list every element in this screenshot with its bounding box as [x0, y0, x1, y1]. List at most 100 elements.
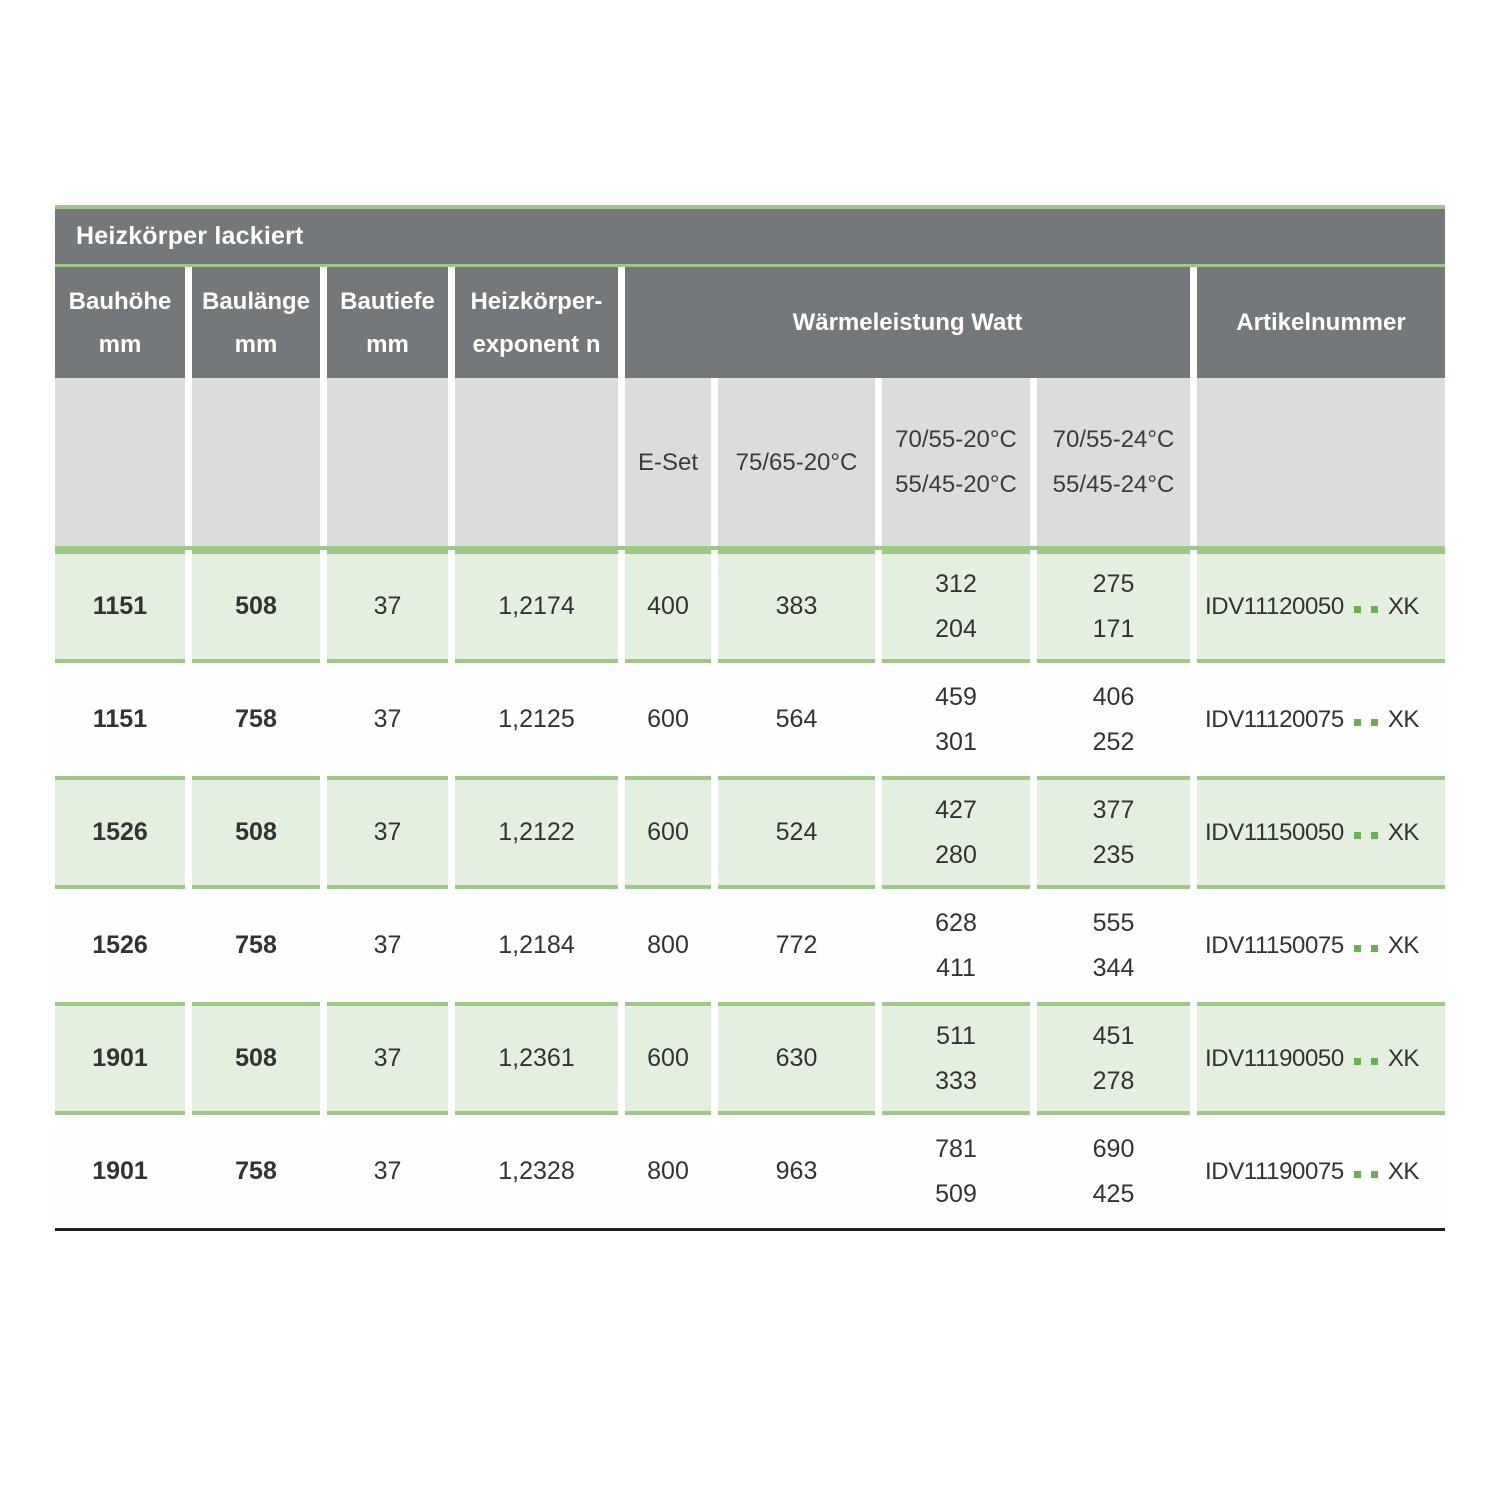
article-prefix: IDV11190075	[1205, 1158, 1344, 1185]
watt-value: 781	[935, 1134, 977, 1163]
cell-bauhoehe: 1526	[55, 889, 185, 1002]
article-digit-dot	[1370, 832, 1378, 839]
cell-75-65: 772	[718, 889, 875, 1002]
cell-70-55-24: 377 235	[1037, 776, 1190, 889]
article-digit-dot	[1370, 1171, 1378, 1178]
cell-e-set: 600	[625, 776, 711, 889]
cell-70-55-24: 690 425	[1037, 1115, 1190, 1228]
table-row: 1526 508 37 1,2122 600 524 427 280 377 2…	[55, 776, 1445, 889]
cell-exponent: 1,2184	[455, 889, 618, 1002]
article-prefix: IDV11120075	[1205, 706, 1344, 733]
col-header-artikelnummer: Artikelnummer	[1197, 267, 1445, 378]
watt-value: 377	[1092, 795, 1135, 824]
watt-value: 235	[1092, 840, 1135, 869]
cell-70-55-20: 312 204	[882, 550, 1030, 663]
watt-value: 171	[1092, 614, 1135, 643]
article-digit-dot	[1370, 719, 1378, 726]
table-title: Heizkörper lackiert	[76, 222, 304, 250]
article-suffix: XK	[1387, 1158, 1420, 1185]
watt-value: 333	[935, 1066, 977, 1095]
cell-artikelnummer: IDV11120050 XK	[1197, 550, 1445, 663]
col-header-bauhoehe: Bauhöhe mm	[55, 267, 185, 378]
cell-exponent: 1,2174	[455, 550, 618, 663]
watt-value: 555	[1092, 908, 1135, 937]
watt-value: 411	[936, 953, 976, 982]
table-bottom-rule	[55, 1228, 1445, 1231]
cell-bauhoehe: 1526	[55, 776, 185, 889]
cell-bautiefe: 37	[327, 1115, 448, 1228]
cell-artikelnummer: IDV11150050 XK	[1197, 776, 1445, 889]
subheader-70-55-20: 70/55-20°C 55/45-20°C	[882, 378, 1030, 546]
watt-value: 690	[1092, 1134, 1135, 1163]
cell-baulaenge: 758	[192, 889, 320, 1002]
cell-baulaenge: 758	[192, 663, 320, 776]
col-header-bautiefe: Bautiefe mm	[327, 267, 448, 378]
cell-75-65: 383	[718, 550, 875, 663]
cell-bauhoehe: 1901	[55, 1002, 185, 1115]
watt-value: 628	[935, 908, 977, 937]
article-suffix: XK	[1387, 593, 1420, 620]
subheader-75-65: 75/65-20°C	[718, 378, 875, 546]
watt-value: 427	[935, 795, 977, 824]
article-prefix: IDV11120050	[1205, 593, 1344, 620]
col-header-label: exponent n	[472, 330, 601, 358]
cell-exponent: 1,2361	[455, 1002, 618, 1115]
article-prefix: IDV11190050	[1205, 1045, 1344, 1072]
cell-70-55-24: 555 344	[1037, 889, 1190, 1002]
cell-e-set: 800	[625, 889, 711, 1002]
article-suffix: XK	[1387, 1045, 1420, 1072]
table-row: 1526 758 37 1,2184 800 772 628 411 555 3…	[55, 889, 1445, 1002]
table-row: 1901 508 37 1,2361 600 630 511 333 451 2…	[55, 1002, 1445, 1115]
cell-exponent: 1,2122	[455, 776, 618, 889]
col-header-label: Baulänge	[201, 287, 311, 315]
cell-75-65: 963	[718, 1115, 875, 1228]
table-title-bar: Heizkörper lackiert	[55, 209, 1445, 264]
article-digit-dot	[1353, 1058, 1361, 1065]
cell-bauhoehe: 1151	[55, 663, 185, 776]
subheader-empty	[55, 378, 185, 546]
article-suffix: XK	[1387, 706, 1420, 733]
cell-bautiefe: 37	[327, 663, 448, 776]
watt-value: 301	[935, 727, 977, 756]
subheader-empty	[327, 378, 448, 546]
title-divider-rule	[55, 264, 1445, 267]
article-digit-dot	[1353, 832, 1361, 839]
cell-artikelnummer: IDV11150075 XK	[1197, 889, 1445, 1002]
cell-70-55-24: 451 278	[1037, 1002, 1190, 1115]
col-header-unit: mm	[366, 330, 409, 358]
cell-70-55-20: 511 333	[882, 1002, 1030, 1115]
table-row: 1901 758 37 1,2328 800 963 781 509 690 4…	[55, 1115, 1445, 1228]
col-header-unit: mm	[234, 330, 278, 358]
header-body-divider-rule	[55, 546, 1445, 550]
subheader-line: 70/55-20°C	[895, 426, 1017, 453]
subheader-empty	[455, 378, 618, 546]
column-header-row: Bauhöhe mm Baulänge mm Bautiefe mm Heizk…	[55, 267, 1445, 378]
table-row: 1151 758 37 1,2125 600 564 459 301 406 2…	[55, 663, 1445, 776]
cell-bautiefe: 37	[327, 889, 448, 1002]
watt-value: 280	[935, 840, 977, 869]
article-digit-dot	[1353, 606, 1361, 613]
watt-value: 451	[1092, 1021, 1135, 1050]
table-row: 1151 508 37 1,2174 400 383 312 204 275 1…	[55, 550, 1445, 663]
article-prefix: IDV11150075	[1205, 932, 1344, 959]
col-header-unit: mm	[98, 330, 142, 358]
cell-artikelnummer: IDV11190050 XK	[1197, 1002, 1445, 1115]
cell-70-55-24: 275 171	[1037, 550, 1190, 663]
subheader-line: 70/55-24°C	[1052, 426, 1175, 453]
cell-baulaenge: 508	[192, 776, 320, 889]
article-digit-dot	[1370, 945, 1378, 952]
table-top-rule	[55, 205, 1445, 209]
article-digit-dot	[1353, 945, 1361, 952]
cell-bauhoehe: 1151	[55, 550, 185, 663]
watt-value: 204	[935, 614, 977, 643]
cell-75-65: 564	[718, 663, 875, 776]
cell-artikelnummer: IDV11120075 XK	[1197, 663, 1445, 776]
watt-value: 459	[935, 682, 977, 711]
subheader-line: 55/45-24°C	[1052, 471, 1175, 498]
cell-baulaenge: 508	[192, 1002, 320, 1115]
col-header-waermeleistung: Wärmeleistung Watt	[625, 267, 1190, 378]
subheader-e-set: E-Set	[625, 378, 711, 546]
col-header-baulaenge: Baulänge mm	[192, 267, 320, 378]
cell-baulaenge: 758	[192, 1115, 320, 1228]
